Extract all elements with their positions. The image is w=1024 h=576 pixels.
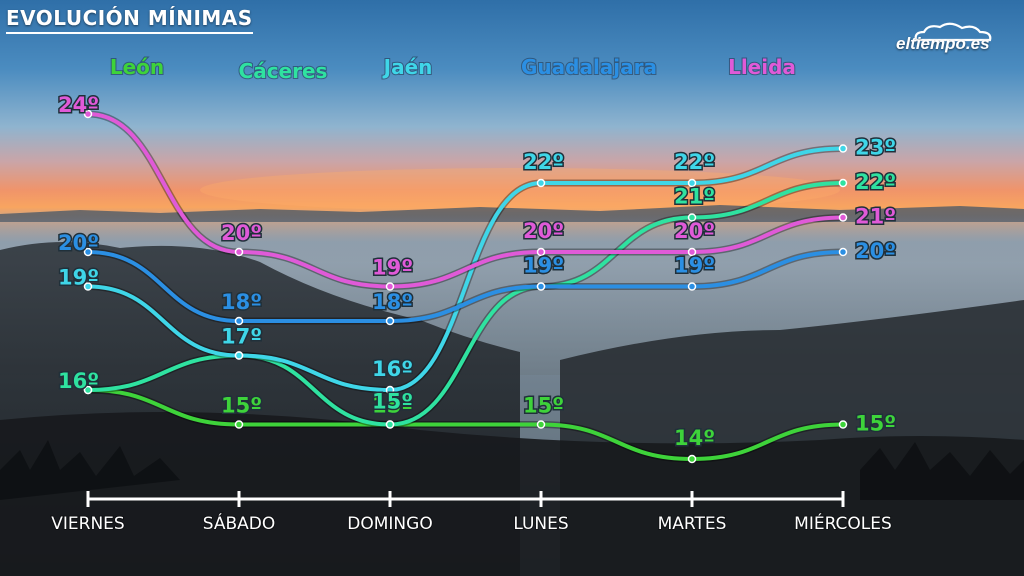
data-label-jaen-martes: 22º xyxy=(674,150,715,174)
data-point-jaen-lunes xyxy=(536,178,546,188)
data-label-leon-sabado: 15º xyxy=(221,394,262,418)
data-point-jaen-martes xyxy=(687,178,697,188)
data-label-lleida-miercoles: 21º xyxy=(855,205,896,229)
data-point-leon-lunes xyxy=(536,420,546,429)
data-point-caceres-miercoles xyxy=(838,178,848,188)
x-axis: VIERNES SÁBADO DOMINGO LUNES MARTES MIÉRCOLES xyxy=(50,491,893,535)
data-point-caceres-domingo xyxy=(385,420,395,429)
legend-item-leon: León xyxy=(110,55,164,79)
data-label-leon-martes: 14º xyxy=(674,426,715,450)
data-label-guadalajara-viernes: 20º xyxy=(58,231,99,255)
data-label-leon-domingo: 15º xyxy=(372,394,413,418)
data-label-guadalajara-lunes: 19º xyxy=(523,254,564,278)
x-tick-label-viernes: VIERNES xyxy=(51,514,124,534)
data-point-leon-martes xyxy=(687,454,697,464)
data-label-caceres-lunes: 19º xyxy=(523,254,564,278)
data-label-guadalajara-martes: 19º xyxy=(674,254,715,278)
data-label-lleida-sabado: 20º xyxy=(221,221,262,245)
series-lines xyxy=(86,110,845,463)
data-point-leon-sabado xyxy=(234,420,244,429)
data-label-jaen-sabado: 17º xyxy=(221,325,262,349)
data-point-lleida-martes xyxy=(687,247,697,257)
data-point-caceres-viernes xyxy=(83,385,93,395)
data-point-guadalajara-viernes xyxy=(83,247,93,257)
data-point-leon-miercoles xyxy=(838,420,848,429)
eltiempo-logo: eltiempo.es xyxy=(896,22,1006,62)
chart-title: EVOLUCIÓN MÍNIMAS xyxy=(6,6,253,34)
data-point-guadalajara-miercoles xyxy=(838,247,848,257)
data-point-guadalajara-martes xyxy=(687,282,697,291)
series-line-shadow-lleida xyxy=(87,110,844,291)
series-line-jaen xyxy=(86,146,845,393)
data-label-caceres-miercoles: 22º xyxy=(855,170,896,194)
data-points xyxy=(83,109,848,464)
series-line-guadalajara xyxy=(86,250,845,324)
data-point-lleida-viernes xyxy=(83,109,93,119)
data-label-caceres-martes: 21º xyxy=(674,185,715,209)
logo-text: eltiempo.es xyxy=(896,34,990,53)
data-label-caceres-sabado: 17º xyxy=(221,325,262,349)
legend-item-caceres: Cáceres xyxy=(239,59,328,83)
data-label-caceres-viernes: 16º xyxy=(58,369,99,393)
data-label-jaen-viernes: 19º xyxy=(58,266,99,290)
data-label-leon-viernes: 16º xyxy=(58,369,99,393)
x-tick-label-martes: MARTES xyxy=(658,514,727,534)
data-point-guadalajara-domingo xyxy=(385,316,395,326)
series-line-lleida xyxy=(86,112,845,289)
data-label-lleida-domingo: 19º xyxy=(372,256,413,280)
series-line-leon xyxy=(86,388,845,462)
data-point-jaen-miercoles xyxy=(838,144,848,153)
data-label-lleida-lunes: 20º xyxy=(523,219,564,243)
data-point-lleida-domingo xyxy=(385,282,395,291)
cloud-icon xyxy=(914,22,992,42)
data-label-guadalajara-domingo: 18º xyxy=(372,290,413,314)
data-label-lleida-martes: 20º xyxy=(674,219,715,243)
data-label-jaen-lunes: 22º xyxy=(523,150,564,174)
x-tick-label-miercoles: MIÉRCOLES xyxy=(794,512,892,534)
data-label-guadalajara-sabado: 18º xyxy=(221,290,262,314)
data-point-lleida-miercoles xyxy=(838,213,848,222)
legend-item-guadalajara: Guadalajara xyxy=(521,55,657,79)
data-point-guadalajara-sabado xyxy=(234,316,244,326)
data-point-caceres-martes xyxy=(687,213,697,222)
data-label-leon-lunes: 15º xyxy=(523,394,564,418)
data-point-guadalajara-lunes xyxy=(536,282,546,291)
legend-item-jaen: Jaén xyxy=(382,55,433,79)
data-point-lleida-lunes xyxy=(536,247,546,257)
data-point-lleida-sabado xyxy=(234,247,244,257)
data-label-guadalajara-miercoles: 20º xyxy=(855,239,896,263)
data-label-lleida-viernes: 24º xyxy=(58,93,99,117)
x-tick-label-domingo: DOMINGO xyxy=(347,514,432,534)
data-point-jaen-domingo xyxy=(385,385,395,395)
x-tick-label-sabado: SÁBADO xyxy=(203,512,276,534)
data-point-jaen-sabado xyxy=(234,351,244,360)
data-point-jaen-viernes xyxy=(83,282,93,291)
legend: León Cáceres Jaén Guadalajara Lleida xyxy=(109,54,797,84)
data-label-jaen-miercoles: 23º xyxy=(855,136,896,160)
data-label-caceres-domingo: 15º xyxy=(372,390,413,414)
legend-item-lleida: Lleida xyxy=(728,55,796,79)
x-tick-label-lunes: LUNES xyxy=(513,514,568,534)
data-label-leon-miercoles: 15º xyxy=(855,412,896,436)
data-label-jaen-domingo: 16º xyxy=(372,357,413,381)
